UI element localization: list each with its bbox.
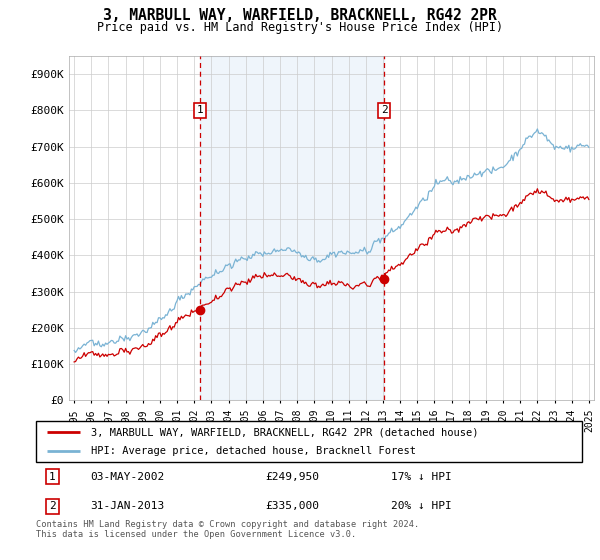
Text: 20% ↓ HPI: 20% ↓ HPI (391, 501, 452, 511)
Text: 1: 1 (197, 105, 203, 115)
Text: 3, MARBULL WAY, WARFIELD, BRACKNELL, RG42 2PR (detached house): 3, MARBULL WAY, WARFIELD, BRACKNELL, RG4… (91, 427, 478, 437)
Text: 2: 2 (49, 501, 56, 511)
Text: Price paid vs. HM Land Registry's House Price Index (HPI): Price paid vs. HM Land Registry's House … (97, 21, 503, 34)
Text: 31-JAN-2013: 31-JAN-2013 (91, 501, 165, 511)
Bar (200, 56, 385, 400)
Text: 2: 2 (381, 105, 388, 115)
Text: Contains HM Land Registry data © Crown copyright and database right 2024.
This d: Contains HM Land Registry data © Crown c… (36, 520, 419, 539)
Text: £249,950: £249,950 (265, 472, 319, 482)
Text: HPI: Average price, detached house, Bracknell Forest: HPI: Average price, detached house, Brac… (91, 446, 416, 456)
Text: £335,000: £335,000 (265, 501, 319, 511)
Text: 03-MAY-2002: 03-MAY-2002 (91, 472, 165, 482)
Text: 1: 1 (49, 472, 56, 482)
Text: 17% ↓ HPI: 17% ↓ HPI (391, 472, 452, 482)
FancyBboxPatch shape (36, 421, 582, 462)
Text: 3, MARBULL WAY, WARFIELD, BRACKNELL, RG42 2PR: 3, MARBULL WAY, WARFIELD, BRACKNELL, RG4… (103, 8, 497, 24)
